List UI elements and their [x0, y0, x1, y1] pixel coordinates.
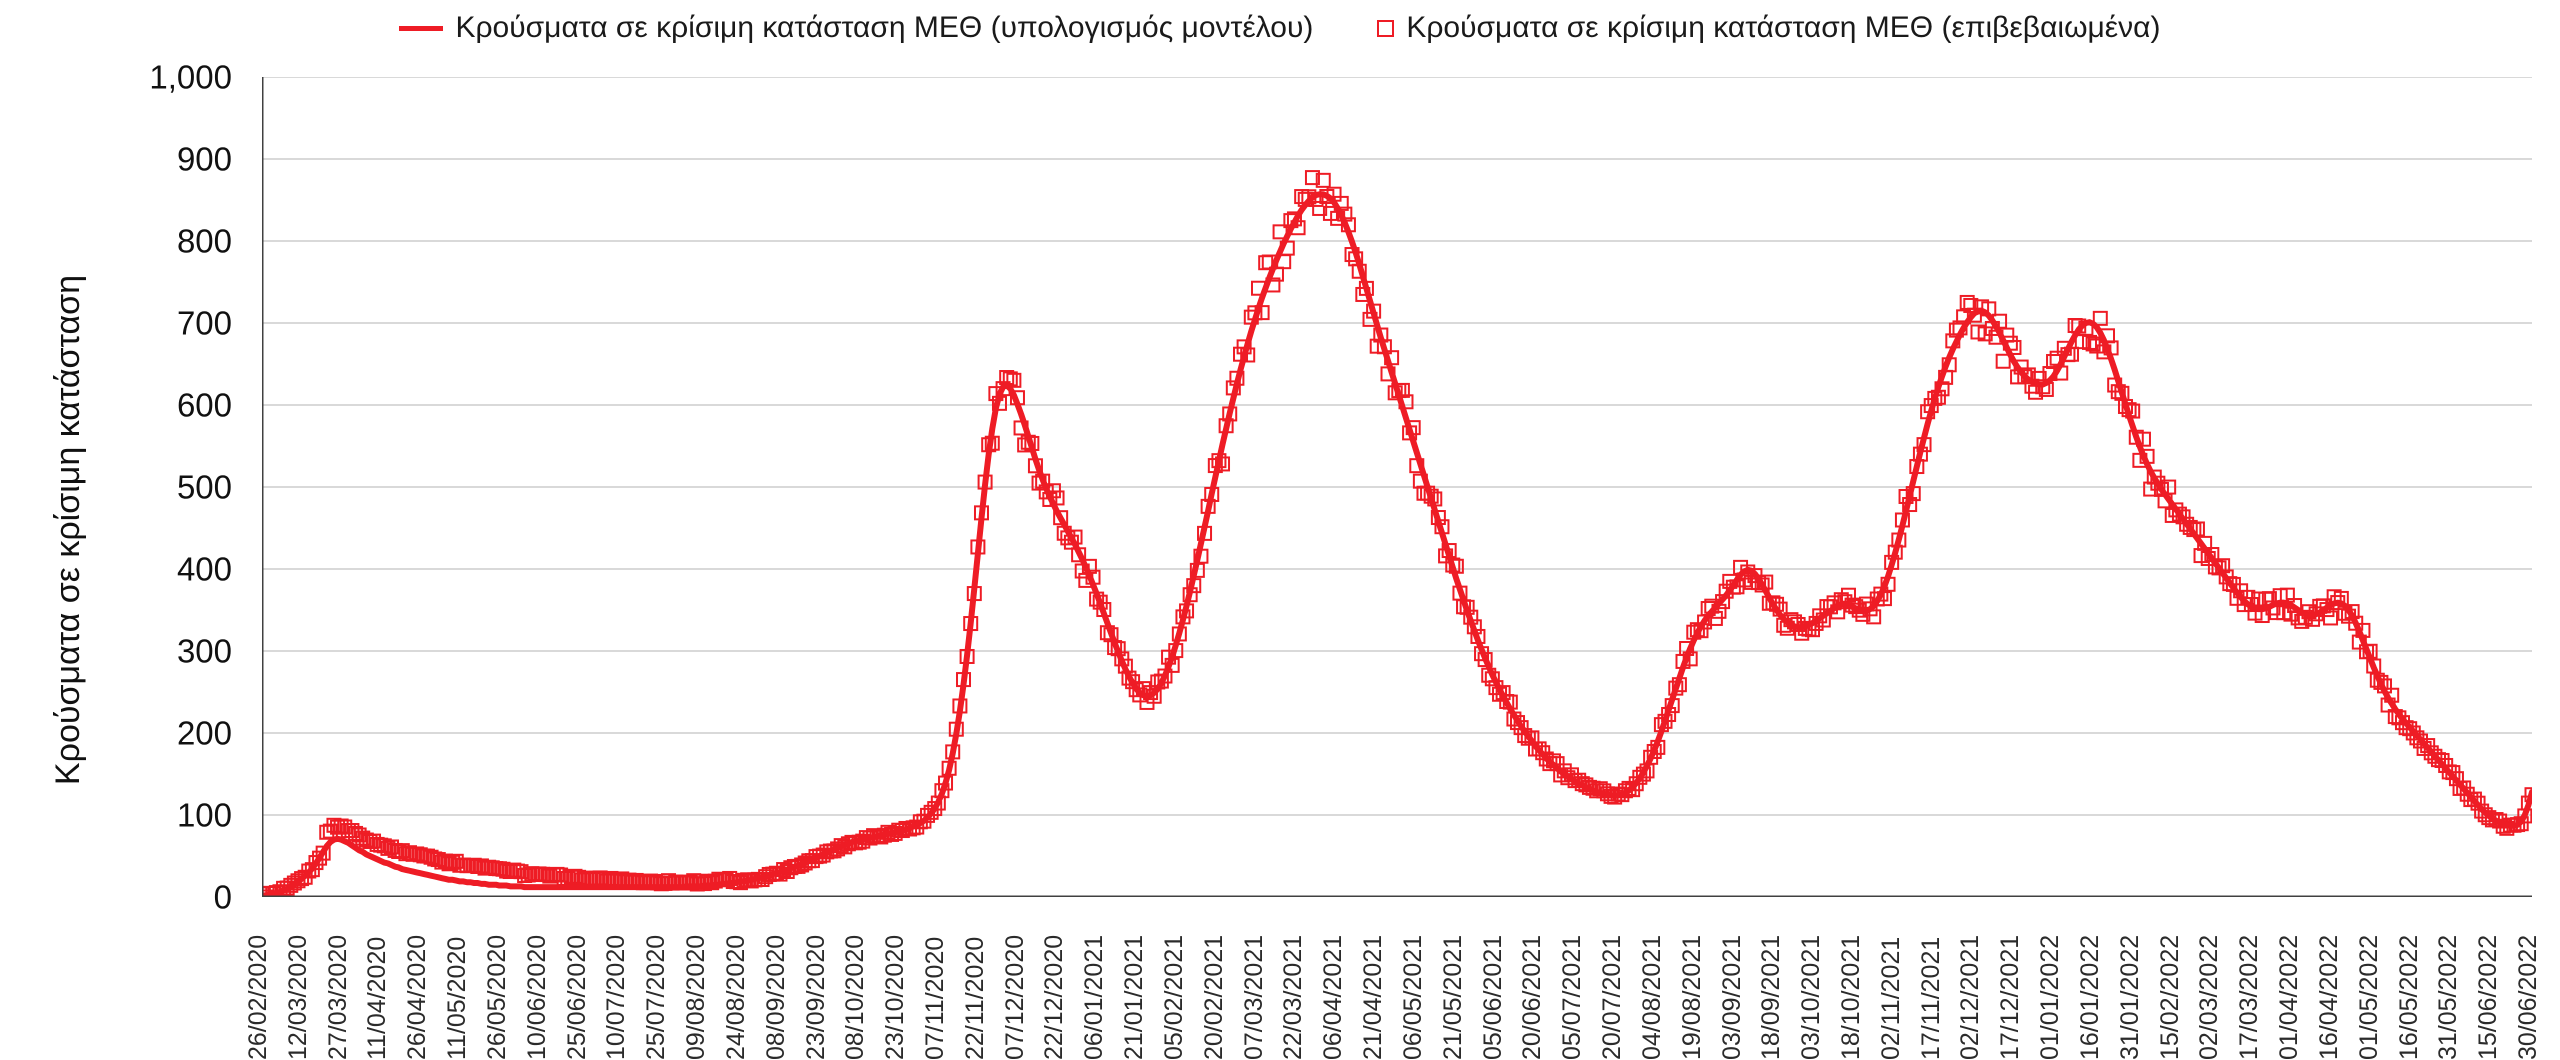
x-tick-label: 20/02/2021: [1199, 934, 1228, 1060]
x-tick-label: 23/10/2020: [881, 934, 910, 1060]
data-point-marker: [1959, 294, 1975, 310]
x-tick-label: 16/04/2022: [2314, 934, 2343, 1060]
data-point-marker: [1866, 609, 1882, 625]
x-tick-label: 03/10/2021: [1797, 934, 1826, 1060]
x-tick-label: 09/08/2020: [682, 934, 711, 1060]
x-tick-label: 07/03/2021: [1239, 934, 1268, 1060]
x-tick-label: 31/05/2022: [2434, 934, 2463, 1060]
legend-label-confirmed: Κρούσματα σε κρίσιμη κατάσταση ΜΕΘ (επιβ…: [1406, 11, 2161, 44]
x-tick-label: 06/05/2021: [1398, 934, 1427, 1060]
data-point-marker: [1963, 297, 1979, 313]
x-tick-label: 06/04/2021: [1319, 934, 1348, 1060]
x-tick-label: 05/02/2021: [1159, 934, 1188, 1060]
x-tick-label: 02/11/2021: [1876, 936, 1905, 1060]
x-tick-label: 16/05/2022: [2394, 934, 2423, 1060]
data-point-marker: [1995, 353, 2011, 369]
x-tick-label: 05/06/2021: [1478, 934, 1507, 1060]
legend-label-model: Κρούσματα σε κρίσιμη κατάσταση ΜΕΘ (υπολ…: [455, 11, 1314, 44]
plot-area: [262, 77, 2532, 897]
x-tick-label: 23/09/2020: [801, 934, 830, 1060]
x-tick-label: 21/05/2021: [1438, 934, 1467, 1060]
data-point-marker: [1304, 170, 1320, 186]
x-tick-label: 05/07/2021: [1558, 934, 1587, 1060]
y-tick-label: 800: [176, 222, 232, 260]
x-tick-label: 07/11/2020: [921, 936, 950, 1060]
x-tick-label: 02/03/2022: [2195, 934, 2224, 1060]
x-axis-tick-labels: 26/02/2020 12/03/2020 27/03/2020 11/04/2020…: [244, 905, 2542, 1060]
y-tick-label: 600: [176, 386, 232, 424]
y-tick-label: 0: [213, 878, 232, 916]
x-tick-label: 08/10/2020: [841, 934, 870, 1060]
y-tick-label: 400: [176, 550, 232, 588]
legend-square-swatch: [1377, 19, 1395, 37]
x-tick-label: 26/05/2020: [482, 934, 511, 1060]
x-tick-label: 11/05/2020: [443, 936, 472, 1060]
x-tick-label: 01/04/2022: [2275, 934, 2304, 1060]
x-tick-label: 24/08/2020: [721, 934, 750, 1060]
data-point-marker: [2323, 610, 2339, 626]
x-tick-label: 15/02/2022: [2155, 934, 2184, 1060]
x-tick-label: 22/12/2020: [1040, 934, 1069, 1060]
x-tick-label: 01/01/2022: [2036, 934, 2065, 1060]
x-tick-label: 22/11/2020: [960, 936, 989, 1060]
y-tick-label: 500: [176, 468, 232, 506]
data-point-marker: [1315, 172, 1331, 188]
x-tick-label: 26/02/2020: [244, 934, 272, 1060]
x-tick-label: 27/03/2020: [323, 934, 352, 1060]
legend-line-swatch: [399, 25, 444, 31]
x-tick-label: 17/11/2021: [1916, 936, 1945, 1060]
x-tick-label: 01/05/2022: [2354, 934, 2383, 1060]
x-tick-label: 03/09/2021: [1717, 934, 1746, 1060]
x-tick-label: 30/06/2022: [2514, 934, 2542, 1060]
x-tick-label: 21/01/2021: [1120, 934, 1149, 1060]
x-tick-label: 16/01/2022: [2075, 934, 2104, 1060]
model-line: [262, 191, 2532, 897]
x-tick-label: 11/04/2020: [363, 936, 392, 1060]
data-point-marker: [2524, 787, 2532, 803]
x-tick-label: 18/10/2021: [1836, 934, 1865, 1060]
data-point-marker: [312, 850, 328, 866]
x-tick-label: 25/06/2020: [562, 934, 591, 1060]
x-tick-label: 06/01/2021: [1080, 934, 1109, 1060]
data-point-marker: [2092, 310, 2108, 326]
data-point-marker: [2085, 336, 2101, 352]
y-tick-label: 1,000: [149, 58, 232, 96]
y-tick-label: 900: [176, 140, 232, 178]
x-tick-label: 17/12/2021: [1996, 934, 2025, 1060]
x-tick-label: 21/04/2021: [1359, 934, 1388, 1060]
y-tick-label: 100: [176, 796, 232, 834]
chart-canvas: [262, 77, 2532, 897]
x-tick-label: 17/03/2022: [2235, 934, 2264, 1060]
legend-entry-confirmed: Κρούσματα σε κρίσιμη κατάσταση ΜΕΘ (επιβ…: [1377, 11, 2161, 44]
x-tick-label: 31/01/2022: [2115, 934, 2144, 1060]
data-point-marker: [1754, 577, 1770, 593]
x-tick-label: 26/04/2020: [403, 934, 432, 1060]
legend-entry-model: Κρούσματα σε κρίσιμη κατάσταση ΜΕΘ (υπολ…: [399, 13, 1313, 43]
y-tick-label: 300: [176, 632, 232, 670]
x-tick-label: 19/08/2021: [1677, 934, 1706, 1060]
x-tick-label: 25/07/2020: [642, 934, 671, 1060]
x-tick-label: 02/12/2021: [1956, 934, 1985, 1060]
x-tick-label: 07/12/2020: [1000, 934, 1029, 1060]
x-tick-label: 20/06/2021: [1518, 934, 1547, 1060]
y-axis-tick-labels: 1,000 900 800 700 600 500 400 300 200 100 0: [60, 61, 232, 914]
y-tick-label: 700: [176, 304, 232, 342]
x-tick-label: 08/09/2020: [761, 934, 790, 1060]
x-tick-label: 22/03/2021: [1279, 934, 1308, 1060]
y-tick-label: 200: [176, 714, 232, 752]
x-tick-label: 18/09/2021: [1757, 934, 1786, 1060]
x-tick-label: 10/07/2020: [602, 934, 631, 1060]
gridlines: [262, 77, 2532, 897]
chart-legend: Κρούσματα σε κρίσιμη κατάσταση ΜΕΘ (υπολ…: [0, 6, 2560, 50]
x-tick-label: 12/03/2020: [283, 934, 312, 1060]
data-point-marker: [1006, 372, 1022, 388]
x-tick-label: 20/07/2021: [1598, 934, 1627, 1060]
x-tick-label: 15/06/2022: [2474, 934, 2503, 1060]
x-tick-label: 10/06/2020: [522, 934, 551, 1060]
x-tick-label: 04/08/2021: [1637, 934, 1666, 1060]
